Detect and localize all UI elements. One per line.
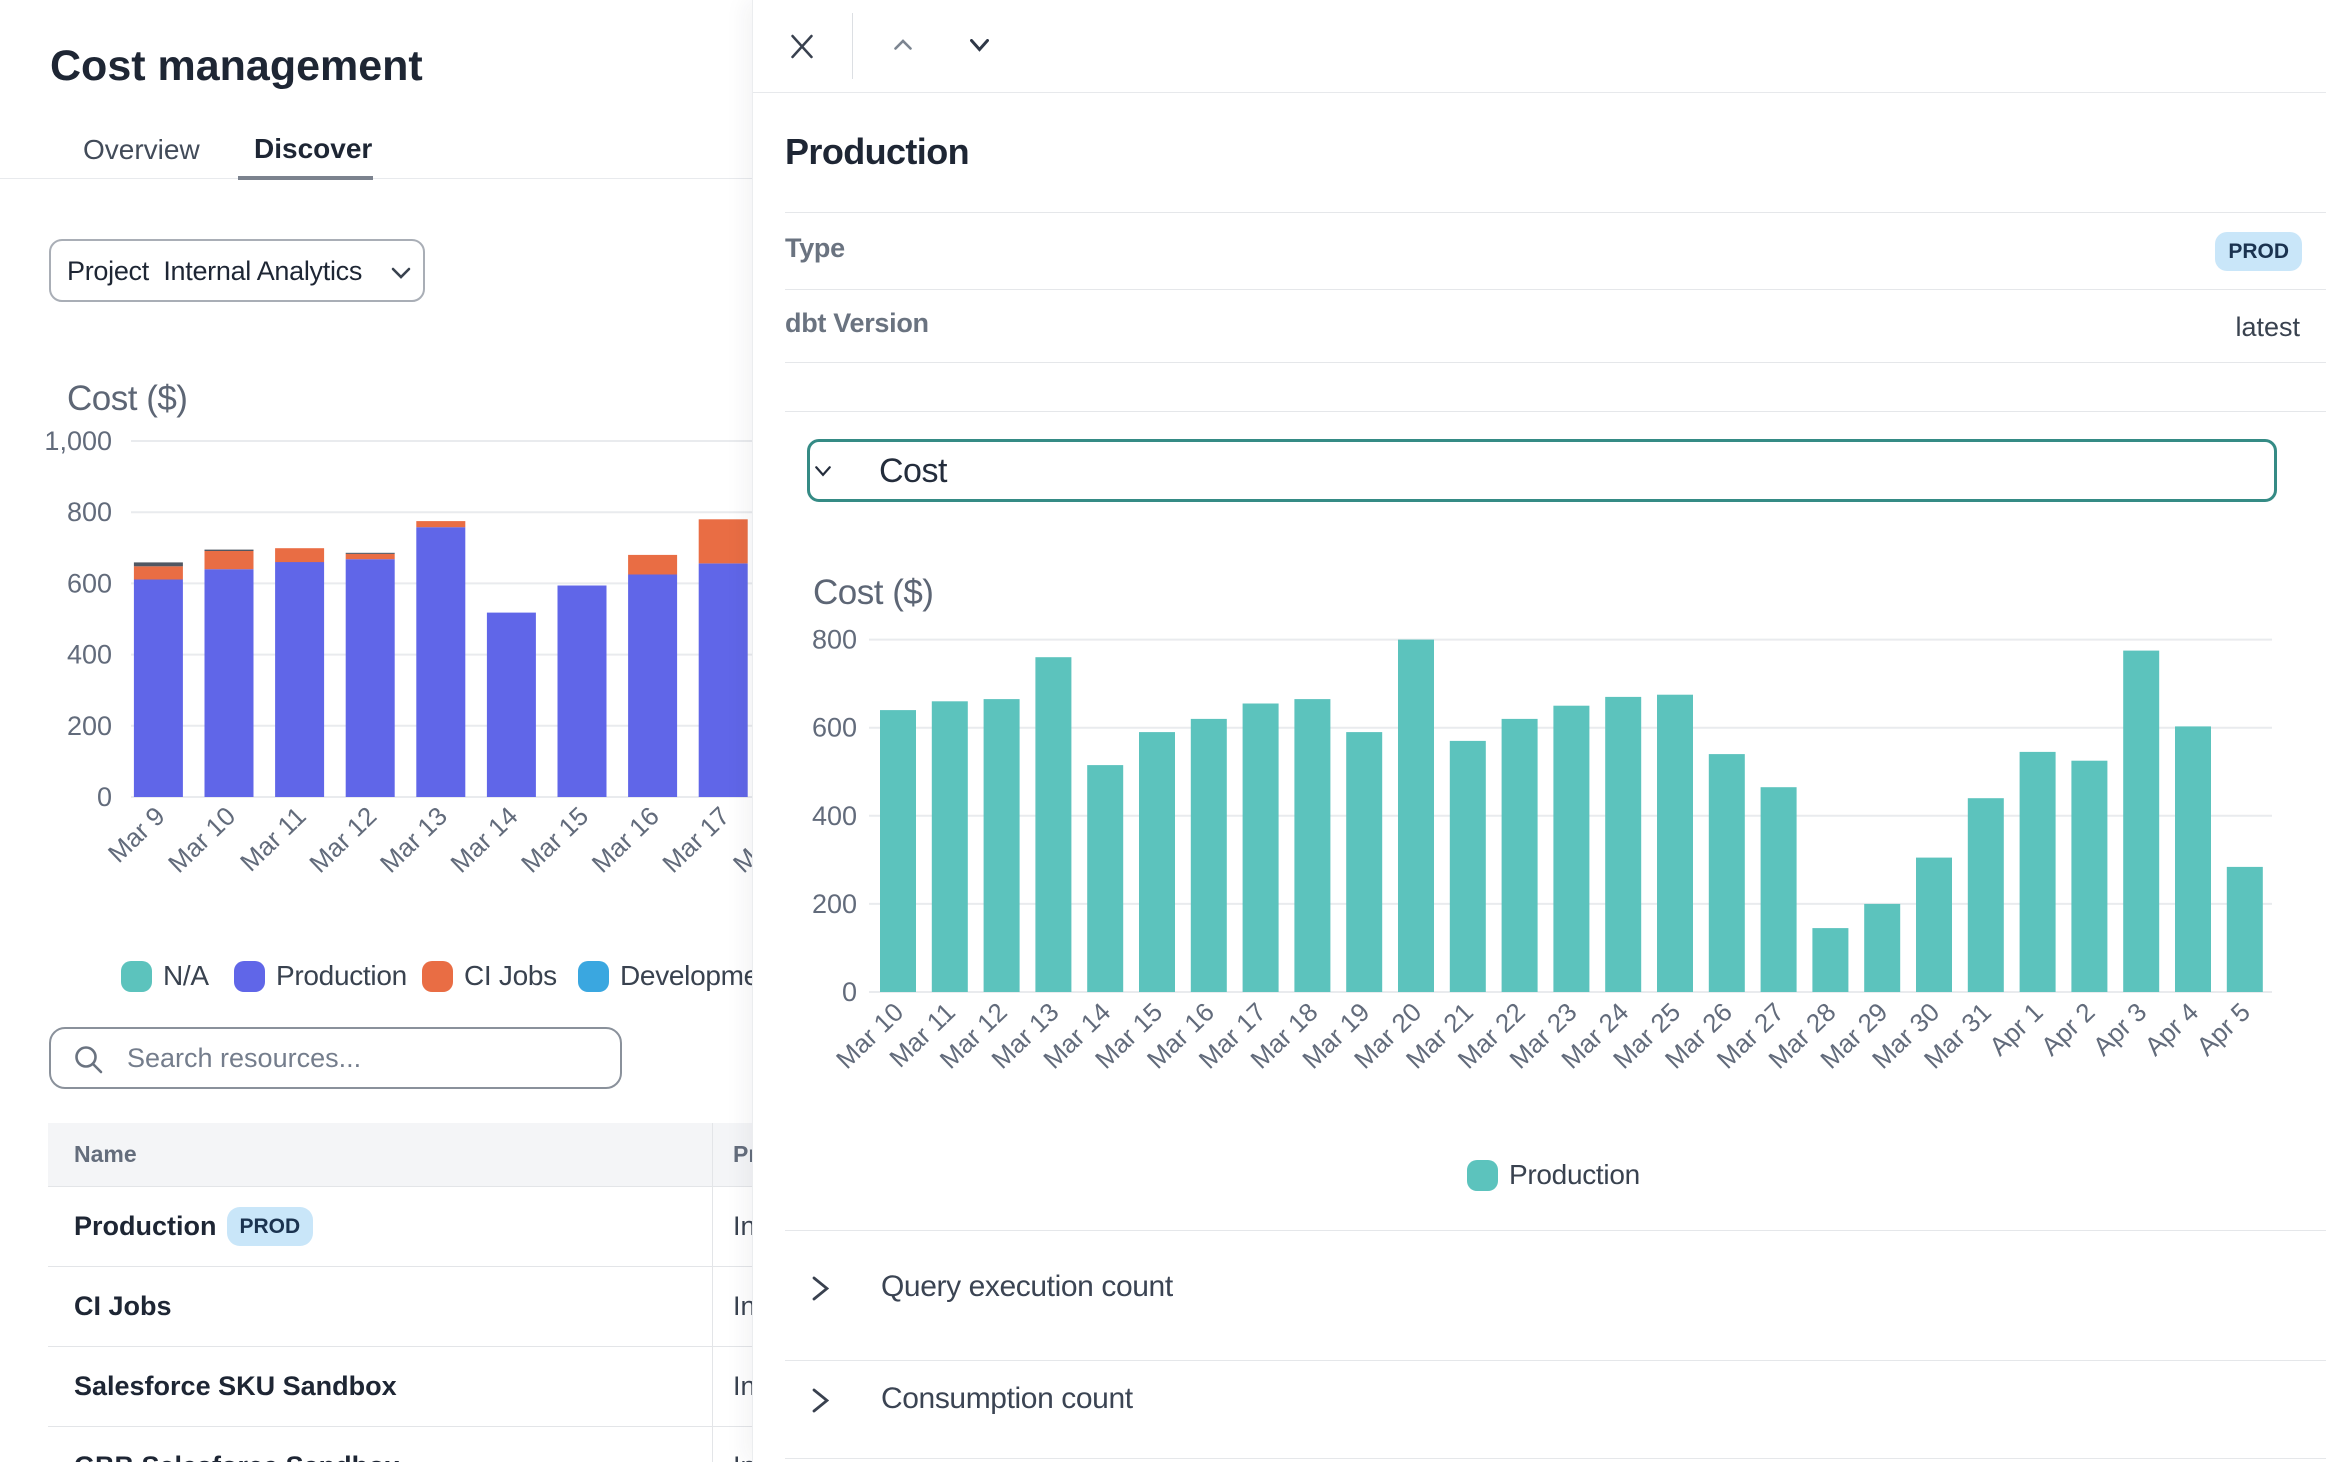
svg-text:600: 600 <box>812 713 857 743</box>
svg-text:Mar 11: Mar 11 <box>234 801 312 877</box>
svg-text:Mar 9: Mar 9 <box>102 801 171 869</box>
svg-text:Mar 15: Mar 15 <box>515 801 594 879</box>
svg-text:Apr 3: Apr 3 <box>2087 997 2153 1062</box>
svg-text:Mar 10: Mar 10 <box>162 801 241 879</box>
svg-text:0: 0 <box>97 782 112 812</box>
svg-text:600: 600 <box>67 568 112 598</box>
svg-text:200: 200 <box>812 889 857 919</box>
svg-text:Apr 5: Apr 5 <box>2190 997 2256 1062</box>
svg-text:Mar 16: Mar 16 <box>586 801 665 879</box>
svg-text:Mar 17: Mar 17 <box>656 801 735 879</box>
svg-text:0: 0 <box>842 977 857 1007</box>
svg-text:800: 800 <box>67 497 112 527</box>
svg-text:Mar 13: Mar 13 <box>374 801 453 879</box>
svg-text:Apr 2: Apr 2 <box>2035 997 2101 1062</box>
svg-text:Apr 1: Apr 1 <box>1983 997 2049 1062</box>
svg-text:200: 200 <box>67 711 112 741</box>
svg-text:Mar 14: Mar 14 <box>445 801 524 879</box>
svg-text:800: 800 <box>812 625 857 655</box>
svg-text:Mar 12: Mar 12 <box>303 801 382 879</box>
svg-text:400: 400 <box>67 640 112 670</box>
svg-text:Apr 4: Apr 4 <box>2139 997 2205 1062</box>
svg-text:1,000: 1,000 <box>44 426 112 456</box>
svg-text:400: 400 <box>812 801 857 831</box>
